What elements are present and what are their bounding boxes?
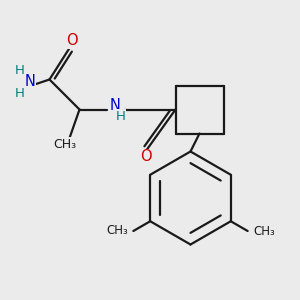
Text: O: O xyxy=(140,149,151,164)
Text: N: N xyxy=(25,74,35,88)
Text: CH₃: CH₃ xyxy=(253,224,275,238)
Text: CH₃: CH₃ xyxy=(53,137,76,151)
Text: N: N xyxy=(110,98,121,112)
Text: H: H xyxy=(15,64,24,77)
Text: CH₃: CH₃ xyxy=(106,224,128,238)
Text: H: H xyxy=(15,86,24,100)
Text: H: H xyxy=(116,110,126,123)
Text: O: O xyxy=(66,33,78,48)
